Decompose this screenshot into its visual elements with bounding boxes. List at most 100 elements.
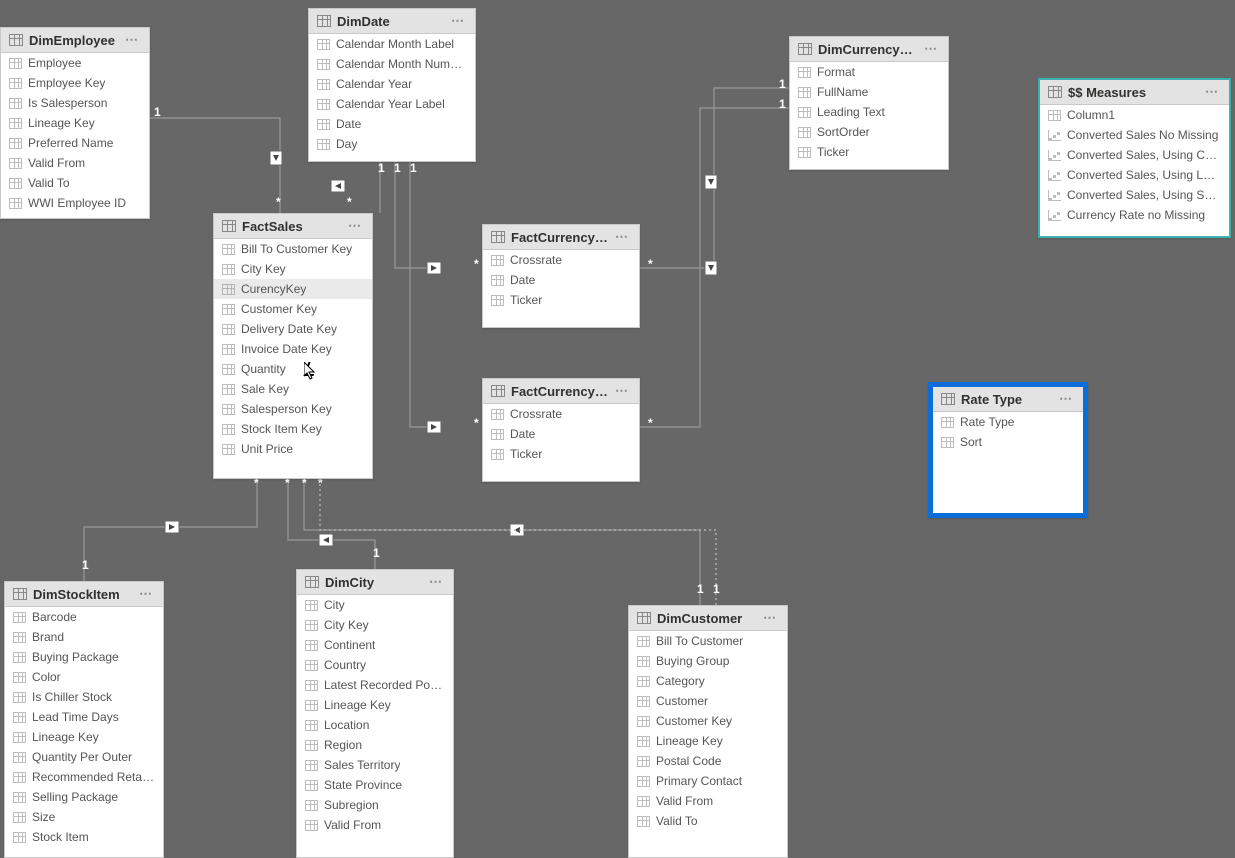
field-item[interactable]: Valid To xyxy=(1,173,149,193)
table-header[interactable]: DimCustomer⋯ xyxy=(629,606,787,631)
table-FactSales[interactable]: FactSales⋯Bill To Customer KeyCity KeyCu… xyxy=(213,213,373,479)
table-header[interactable]: DimCurrencyRates⋯ xyxy=(790,37,948,62)
table-DimDate[interactable]: DimDate⋯Calendar Month LabelCalendar Mon… xyxy=(308,8,476,162)
field-item[interactable]: Employee xyxy=(1,53,149,73)
field-item[interactable]: City xyxy=(297,595,453,615)
field-item[interactable]: Lead Time Days xyxy=(5,707,163,727)
table-header[interactable]: DimCity⋯ xyxy=(297,570,453,595)
table-menu-icon[interactable]: ⋯ xyxy=(1203,84,1221,100)
field-item[interactable]: Stock Item xyxy=(5,827,163,847)
table-menu-icon[interactable]: ⋯ xyxy=(613,383,631,399)
field-item[interactable]: Stock Item Key xyxy=(214,419,372,439)
field-item[interactable]: Bill To Customer xyxy=(629,631,787,651)
table-header[interactable]: FactCurrencyRates...⋯ xyxy=(483,379,639,404)
table-FactCurrencyRates[interactable]: FactCurrencyRates⋯CrossrateDateTicker xyxy=(482,224,640,328)
field-item[interactable]: Date xyxy=(309,114,475,134)
table-FactCurrencyRatesDaily[interactable]: FactCurrencyRates...⋯CrossrateDateTicker xyxy=(482,378,640,482)
field-item[interactable]: Calendar Year xyxy=(309,74,475,94)
field-item[interactable]: Continent xyxy=(297,635,453,655)
table-menu-icon[interactable]: ⋯ xyxy=(761,610,779,626)
field-item[interactable]: Primary Contact xyxy=(629,771,787,791)
field-item[interactable]: Calendar Year Label xyxy=(309,94,475,114)
table-DimCustomer[interactable]: DimCustomer⋯Bill To CustomerBuying Group… xyxy=(628,605,788,858)
field-item[interactable]: Unit Price xyxy=(214,439,372,459)
field-item[interactable]: Lineage Key xyxy=(297,695,453,715)
field-item[interactable]: Lineage Key xyxy=(5,727,163,747)
field-item[interactable]: Day xyxy=(309,134,475,154)
field-item[interactable]: Converted Sales, Using Selected... xyxy=(1040,185,1229,205)
table-header[interactable]: DimEmployee⋯ xyxy=(1,28,149,53)
field-item[interactable]: Format xyxy=(790,62,948,82)
table-header[interactable]: DimStockItem⋯ xyxy=(5,582,163,607)
field-item[interactable]: Ticker xyxy=(483,444,639,464)
field-item[interactable]: City Key xyxy=(297,615,453,635)
table-menu-icon[interactable]: ⋯ xyxy=(449,13,467,29)
field-item[interactable]: Bill To Customer Key xyxy=(214,239,372,259)
field-item[interactable]: CurencyKey xyxy=(214,279,372,299)
field-item[interactable]: Selling Package xyxy=(5,787,163,807)
field-item[interactable]: Subregion xyxy=(297,795,453,815)
field-item[interactable]: Valid From xyxy=(629,791,787,811)
field-item[interactable]: Size xyxy=(5,807,163,827)
field-item[interactable]: Converted Sales, Using Current ... xyxy=(1040,145,1229,165)
table-RateType[interactable]: Rate Type⋯Rate TypeSort xyxy=(928,382,1088,518)
field-item[interactable]: Buying Package xyxy=(5,647,163,667)
field-item[interactable]: Brand xyxy=(5,627,163,647)
field-item[interactable]: Converted Sales No Missing xyxy=(1040,125,1229,145)
field-item[interactable]: Preferred Name xyxy=(1,133,149,153)
field-item[interactable]: Quantity xyxy=(214,359,372,379)
table-header[interactable]: Rate Type⋯ xyxy=(933,387,1083,412)
field-item[interactable]: Crossrate xyxy=(483,404,639,424)
field-item[interactable]: Valid From xyxy=(1,153,149,173)
field-item[interactable]: SortOrder xyxy=(790,122,948,142)
field-item[interactable]: Sale Key xyxy=(214,379,372,399)
field-item[interactable]: Salesperson Key xyxy=(214,399,372,419)
table-menu-icon[interactable]: ⋯ xyxy=(613,229,631,245)
field-item[interactable]: Location xyxy=(297,715,453,735)
field-item[interactable]: Valid From xyxy=(297,815,453,835)
field-item[interactable]: Country xyxy=(297,655,453,675)
field-item[interactable]: Barcode xyxy=(5,607,163,627)
field-item[interactable]: Employee Key xyxy=(1,73,149,93)
table-menu-icon[interactable]: ⋯ xyxy=(427,574,445,590)
field-item[interactable]: Delivery Date Key xyxy=(214,319,372,339)
field-item[interactable]: Currency Rate no Missing xyxy=(1040,205,1229,225)
field-item[interactable]: Quantity Per Outer xyxy=(5,747,163,767)
table-header[interactable]: FactCurrencyRates⋯ xyxy=(483,225,639,250)
field-item[interactable]: Crossrate xyxy=(483,250,639,270)
field-item[interactable]: Date xyxy=(483,424,639,444)
field-item[interactable]: FullName xyxy=(790,82,948,102)
table-DimStockItem[interactable]: DimStockItem⋯BarcodeBrandBuying PackageC… xyxy=(4,581,164,858)
field-item[interactable]: Is Chiller Stock xyxy=(5,687,163,707)
table-menu-icon[interactable]: ⋯ xyxy=(1057,391,1075,407)
field-item[interactable]: Latest Recorded Populati... xyxy=(297,675,453,695)
field-item[interactable]: Calendar Month Label xyxy=(309,34,475,54)
field-item[interactable]: Buying Group xyxy=(629,651,787,671)
table-menu-icon[interactable]: ⋯ xyxy=(922,41,940,57)
field-item[interactable]: Customer Key xyxy=(214,299,372,319)
field-item[interactable]: Sales Territory xyxy=(297,755,453,775)
field-item[interactable]: Ticker xyxy=(790,142,948,162)
table-header[interactable]: DimDate⋯ xyxy=(309,9,475,34)
table-header[interactable]: FactSales⋯ xyxy=(214,214,372,239)
table-menu-icon[interactable]: ⋯ xyxy=(346,218,364,234)
field-item[interactable]: Color xyxy=(5,667,163,687)
field-item[interactable]: City Key xyxy=(214,259,372,279)
table-DimCurrencyRates[interactable]: DimCurrencyRates⋯FormatFullNameLeading T… xyxy=(789,36,949,170)
field-item[interactable]: Column1 xyxy=(1040,105,1229,125)
table-header[interactable]: $$ Measures⋯ xyxy=(1040,80,1229,105)
field-item[interactable]: Valid To xyxy=(629,811,787,831)
field-item[interactable]: Region xyxy=(297,735,453,755)
field-item[interactable]: Calendar Month Number xyxy=(309,54,475,74)
field-item[interactable]: WWI Employee ID xyxy=(1,193,149,213)
table-DimEmployee[interactable]: DimEmployee⋯EmployeeEmployee KeyIs Sales… xyxy=(0,27,150,219)
field-item[interactable]: Date xyxy=(483,270,639,290)
table-menu-icon[interactable]: ⋯ xyxy=(137,586,155,602)
field-item[interactable]: Lineage Key xyxy=(629,731,787,751)
field-item[interactable]: Is Salesperson xyxy=(1,93,149,113)
table-menu-icon[interactable]: ⋯ xyxy=(123,32,141,48)
field-item[interactable]: Lineage Key xyxy=(1,113,149,133)
table-Measures[interactable]: $$ Measures⋯Column1Converted Sales No Mi… xyxy=(1038,78,1231,238)
field-item[interactable]: Category xyxy=(629,671,787,691)
field-item[interactable]: Converted Sales, Using Last Rep... xyxy=(1040,165,1229,185)
